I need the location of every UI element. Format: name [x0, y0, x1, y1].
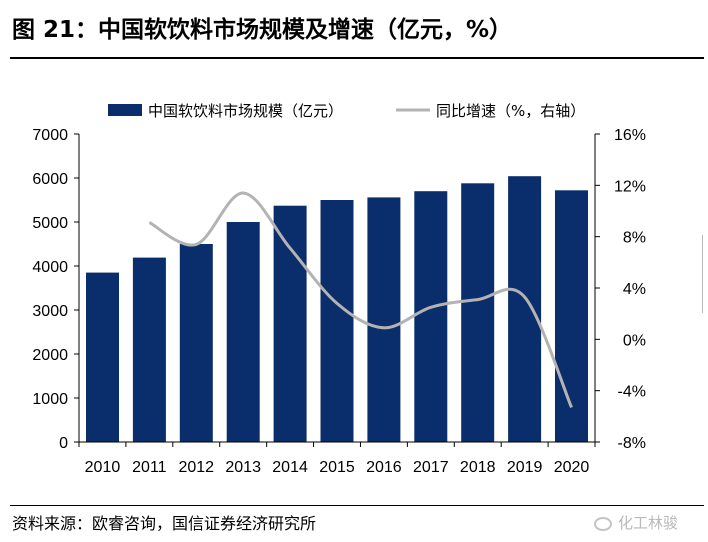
- x-tick-label: 2019: [507, 459, 543, 476]
- bar-2014: [273, 205, 307, 442]
- x-tick-label: 2016: [366, 459, 402, 476]
- x-tick-label: 2020: [554, 459, 590, 476]
- bar-2017: [414, 191, 448, 442]
- bar-2013: [226, 222, 260, 442]
- x-tick-label: 2011: [132, 459, 167, 476]
- right-tick-label: 4%: [623, 281, 646, 298]
- x-tick-label: 2017: [413, 459, 449, 476]
- bar-2012: [179, 244, 213, 442]
- legend-swatch-bar: [108, 104, 142, 116]
- right-tick-label: 0%: [623, 332, 646, 349]
- left-tick-label: 7000: [32, 127, 68, 144]
- wechat-logo-icon: [593, 516, 612, 531]
- left-tick-label: 1000: [32, 391, 68, 408]
- left-tick-label: 3000: [32, 303, 68, 320]
- title-rule: [10, 57, 704, 59]
- left-tick-label: 2000: [32, 347, 68, 364]
- bar-2011: [132, 257, 166, 442]
- left-tick-label: 5000: [32, 215, 68, 232]
- watermark: 化工林骏: [593, 512, 678, 533]
- bar-series: [86, 176, 588, 443]
- bar-2018: [461, 183, 495, 443]
- source-note: 资料来源：欧睿咨询，国信证券经济研究所: [12, 514, 317, 533]
- bar-2010: [86, 272, 119, 442]
- legend: 中国软饮料市场规模（亿元） 同比增速（%，右轴）: [108, 102, 585, 120]
- x-tick-label: 2010: [85, 459, 121, 476]
- watermark-text: 化工林骏: [617, 514, 678, 532]
- legend-label-line: 同比增速（%，右轴）: [436, 102, 585, 120]
- source-rule: [10, 505, 704, 506]
- right-tick-label: 12%: [614, 178, 646, 195]
- x-tick-label: 2018: [460, 459, 496, 476]
- x-tick-label: 2013: [225, 459, 261, 476]
- x-tick-label: 2014: [272, 459, 308, 476]
- left-tick-label: 0: [59, 435, 68, 452]
- bar-2015: [320, 200, 354, 442]
- line-series: [148, 191, 573, 408]
- right-tick-label: 8%: [623, 230, 646, 247]
- left-tick-label: 4000: [32, 259, 68, 276]
- bar-2020: [555, 190, 588, 442]
- figure-title: 图 21：中国软饮料市场规模及增速（亿元，%）: [12, 17, 513, 43]
- bar-2019: [508, 176, 542, 442]
- right-tick-label: -8%: [618, 435, 646, 452]
- growth-line: [148, 191, 573, 408]
- legend-label-bar: 中国软饮料市场规模（亿元）: [148, 102, 343, 120]
- x-tick-label: 2015: [319, 459, 355, 476]
- axes: 0 1000 2000 3000 4000 5000 6000 7000 -8% -4% 0% 4% 8…: [32, 127, 646, 476]
- x-tick-label: 2012: [178, 459, 214, 476]
- edge-mark: [702, 235, 707, 313]
- left-tick-label: 6000: [32, 171, 68, 188]
- right-tick-label: -4%: [618, 384, 646, 401]
- bar-2016: [367, 197, 401, 442]
- right-tick-label: 16%: [614, 127, 646, 144]
